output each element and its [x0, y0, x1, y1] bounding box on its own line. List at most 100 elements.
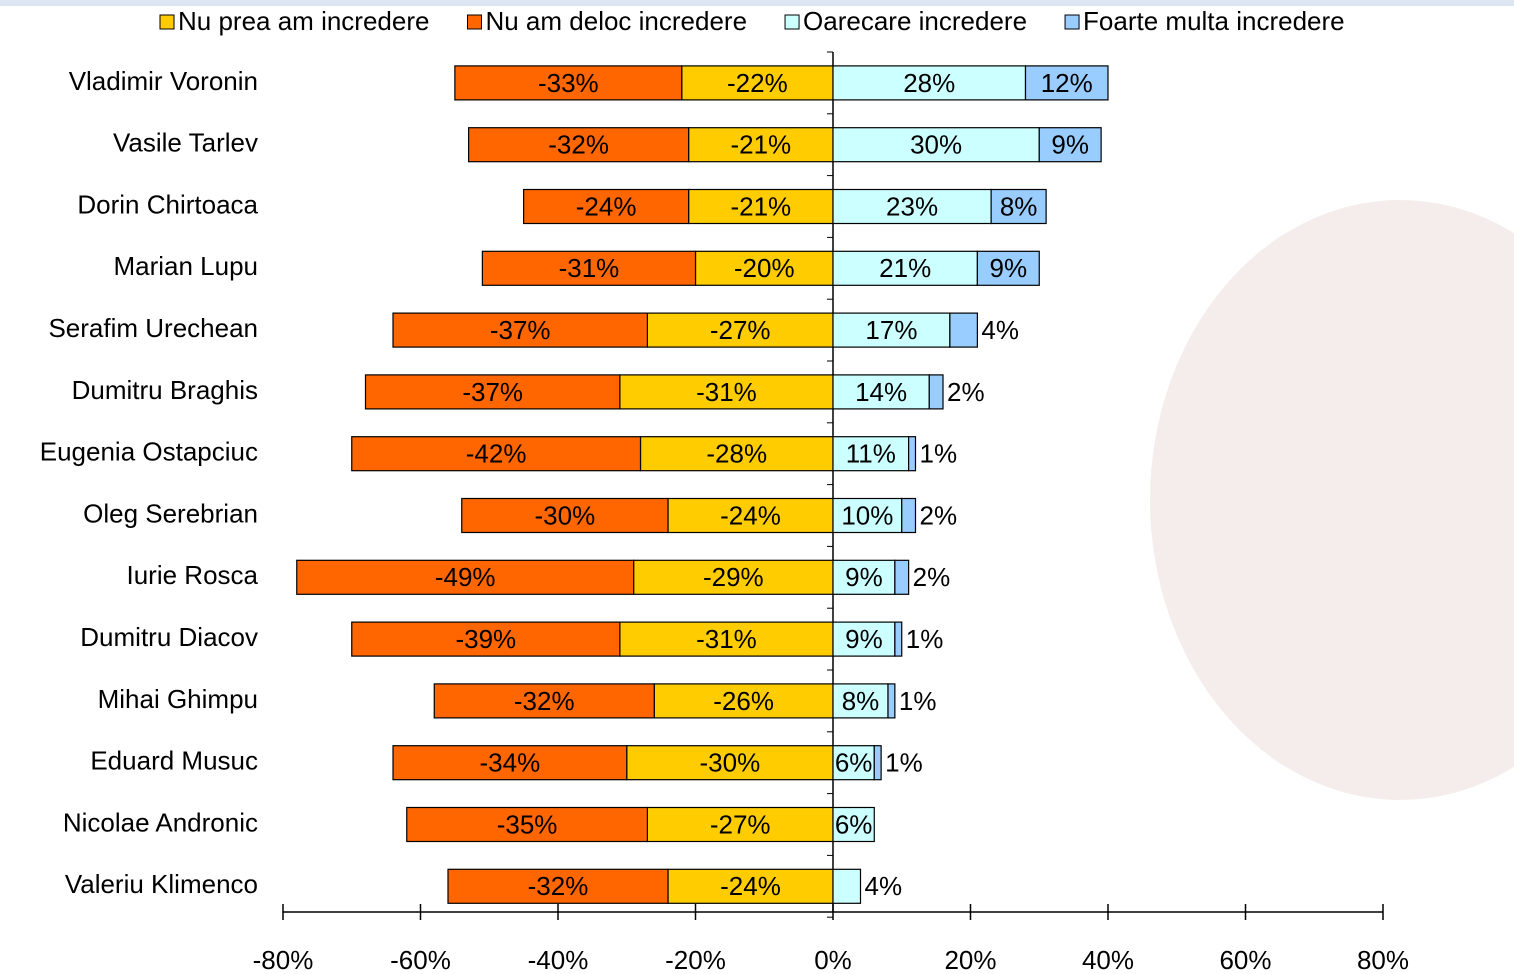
bar-segment	[351, 436, 642, 472]
bar-segment	[392, 312, 648, 348]
data-label: -21%	[730, 191, 791, 221]
data-label: -24%	[720, 871, 781, 901]
bar-segment	[1038, 127, 1102, 163]
data-label: -33%	[538, 68, 599, 98]
data-label: -21%	[730, 130, 791, 160]
bar-segment	[873, 745, 882, 781]
data-label: -32%	[548, 130, 609, 160]
category-label: Nicolae Andronic	[63, 807, 258, 837]
bar-segment	[626, 745, 834, 781]
bar-segment	[688, 188, 834, 225]
legend-label: Foarte multa incredere	[1083, 6, 1345, 36]
x-tick-label: -80%	[253, 945, 314, 974]
data-label: 1%	[885, 748, 923, 778]
data-label: 10%	[841, 500, 893, 530]
bar-segment	[646, 806, 834, 843]
x-tick-label: -60%	[390, 945, 451, 974]
category-label: Dorin Chirtoaca	[77, 189, 258, 219]
data-label: -49%	[435, 562, 496, 592]
data-label: -31%	[559, 253, 620, 283]
data-label: 6%	[835, 809, 873, 839]
bar-segment	[976, 250, 1040, 286]
bar-segment	[653, 683, 834, 719]
data-label: 1%	[906, 624, 944, 654]
data-label: -24%	[576, 191, 637, 221]
category-label: Mihai Ghimpu	[98, 684, 258, 714]
bar-segment	[887, 683, 896, 719]
category-label: Iurie Rosca	[127, 560, 259, 590]
bar-segment	[832, 745, 875, 781]
data-label: -28%	[706, 439, 767, 469]
data-label: -30%	[700, 748, 761, 778]
bar-segment	[694, 250, 834, 286]
data-label: 9%	[845, 624, 883, 654]
bar-segment	[523, 188, 690, 225]
bar-segment	[681, 65, 834, 101]
bar-segment	[832, 868, 862, 904]
bar-segment	[1024, 65, 1109, 101]
data-label: -32%	[528, 871, 589, 901]
data-label: -24%	[720, 500, 781, 530]
data-label: 4%	[981, 315, 1019, 345]
data-label: -27%	[710, 809, 771, 839]
background-decoration	[1150, 200, 1514, 800]
x-tick-label: 60%	[1219, 945, 1271, 974]
data-label: 4%	[865, 871, 903, 901]
data-label: 11%	[846, 439, 896, 469]
bar-segment	[990, 188, 1047, 225]
category-label: Marian Lupu	[113, 251, 258, 281]
data-label: 28%	[903, 68, 955, 98]
x-tick-label: 20%	[944, 945, 996, 974]
bar-segment	[454, 65, 683, 101]
bar-segment	[901, 497, 917, 534]
legend-label: Oarecare incredere	[803, 6, 1027, 36]
legend-swatch	[159, 14, 175, 30]
data-label: -37%	[462, 377, 523, 407]
category-label: Vasile Tarlev	[113, 128, 258, 158]
data-label: -37%	[490, 315, 551, 345]
legend-label: Nu prea am incredere	[178, 6, 429, 36]
data-label: -22%	[727, 68, 788, 98]
bar-segment	[894, 559, 910, 595]
data-label: -27%	[710, 315, 771, 345]
bar-segment	[908, 436, 917, 472]
data-label: -29%	[703, 562, 764, 592]
bar-segment	[481, 250, 697, 286]
data-label: 1%	[920, 439, 958, 469]
data-label: 2%	[947, 377, 985, 407]
data-label: 1%	[899, 686, 937, 716]
x-tick-label: -20%	[665, 945, 726, 974]
data-label: 12%	[1041, 68, 1093, 98]
data-label: 30%	[910, 130, 962, 160]
bar-segment	[433, 683, 655, 719]
bar-segment	[832, 497, 903, 534]
bar-segment	[832, 621, 896, 657]
category-label: Oleg Serebrian	[83, 498, 258, 528]
legend-swatch	[466, 14, 482, 30]
data-label: 21%	[879, 253, 931, 283]
bar-segment	[688, 127, 834, 163]
bar-segment	[928, 374, 944, 410]
category-label: Eugenia Ostapciuc	[40, 437, 258, 467]
bar-segment	[894, 621, 903, 657]
data-label: 2%	[920, 500, 958, 530]
bar-segment	[406, 806, 648, 843]
data-label: -39%	[455, 624, 516, 654]
legend-swatch	[1064, 14, 1080, 30]
data-label: 9%	[990, 253, 1028, 283]
category-label: Eduard Musuc	[90, 746, 258, 776]
category-label: Dumitru Diacov	[80, 622, 258, 652]
category-label: Dumitru Braghis	[72, 375, 258, 405]
x-tick-label: 80%	[1357, 945, 1409, 974]
bar-segment	[364, 374, 621, 410]
bar-segment	[832, 65, 1027, 101]
data-label: -30%	[535, 500, 596, 530]
bar-segment	[461, 497, 669, 534]
x-tick-label: -40%	[528, 945, 589, 974]
data-label: 17%	[865, 315, 917, 345]
bar-segment	[351, 621, 621, 657]
legend-swatch	[784, 14, 800, 30]
bar-segment	[296, 559, 635, 595]
bar-segment	[667, 868, 834, 904]
